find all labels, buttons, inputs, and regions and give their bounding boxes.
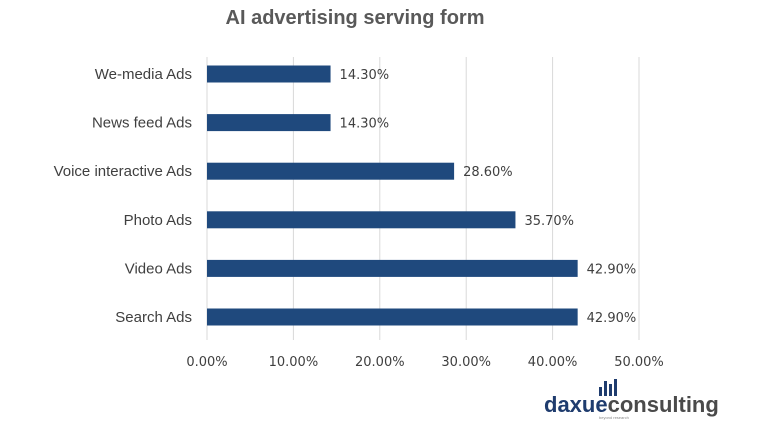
- category-label: We-media Ads: [95, 66, 192, 83]
- logo-text: daxueconsulting: [544, 392, 719, 417]
- x-tick-label: 10.00%: [269, 355, 319, 370]
- bar: [207, 114, 331, 132]
- data-label: 14.30%: [340, 117, 390, 132]
- bar: [207, 211, 516, 229]
- data-label: 35.70%: [524, 214, 574, 229]
- logo-tagline: beyond research: [599, 415, 629, 420]
- logo-part-consulting: consulting: [608, 392, 719, 417]
- bar: [207, 259, 578, 277]
- bar: [207, 308, 578, 326]
- daxue-consulting-logo: daxueconsulting beyond research: [544, 379, 719, 420]
- category-label: Photo Ads: [124, 212, 192, 229]
- data-label: 28.60%: [463, 165, 513, 180]
- logo-bars-icon: [599, 379, 617, 396]
- logo-part-daxue: daxue: [544, 392, 608, 417]
- category-label: News feed Ads: [92, 115, 192, 132]
- category-labels: We-media Ads News feed Ads Voice interacti…: [54, 66, 192, 326]
- data-label: 42.90%: [587, 262, 637, 277]
- category-label: Search Ads: [115, 309, 192, 326]
- gridlines: [206, 57, 640, 340]
- x-tick-label: 0.00%: [186, 355, 227, 370]
- x-tick-label: 40.00%: [528, 355, 578, 370]
- category-label: Video Ads: [125, 260, 192, 277]
- bar: [207, 162, 455, 180]
- data-label: 42.90%: [587, 311, 637, 326]
- category-label: Voice interactive Ads: [54, 163, 192, 180]
- x-tick-labels: 0.00% 10.00% 20.00% 30.00% 40.00% 50.00%: [186, 355, 663, 370]
- chart-title: AI advertising serving form: [226, 7, 485, 29]
- bars: [207, 65, 578, 326]
- x-tick-label: 30.00%: [441, 355, 491, 370]
- value-labels: 14.30% 14.30% 28.60% 35.70% 42.90% 42.90%: [340, 68, 637, 326]
- bar: [207, 65, 331, 83]
- x-tick-label: 20.00%: [355, 355, 405, 370]
- data-label: 14.30%: [340, 68, 390, 83]
- x-tick-label: 50.00%: [614, 355, 664, 370]
